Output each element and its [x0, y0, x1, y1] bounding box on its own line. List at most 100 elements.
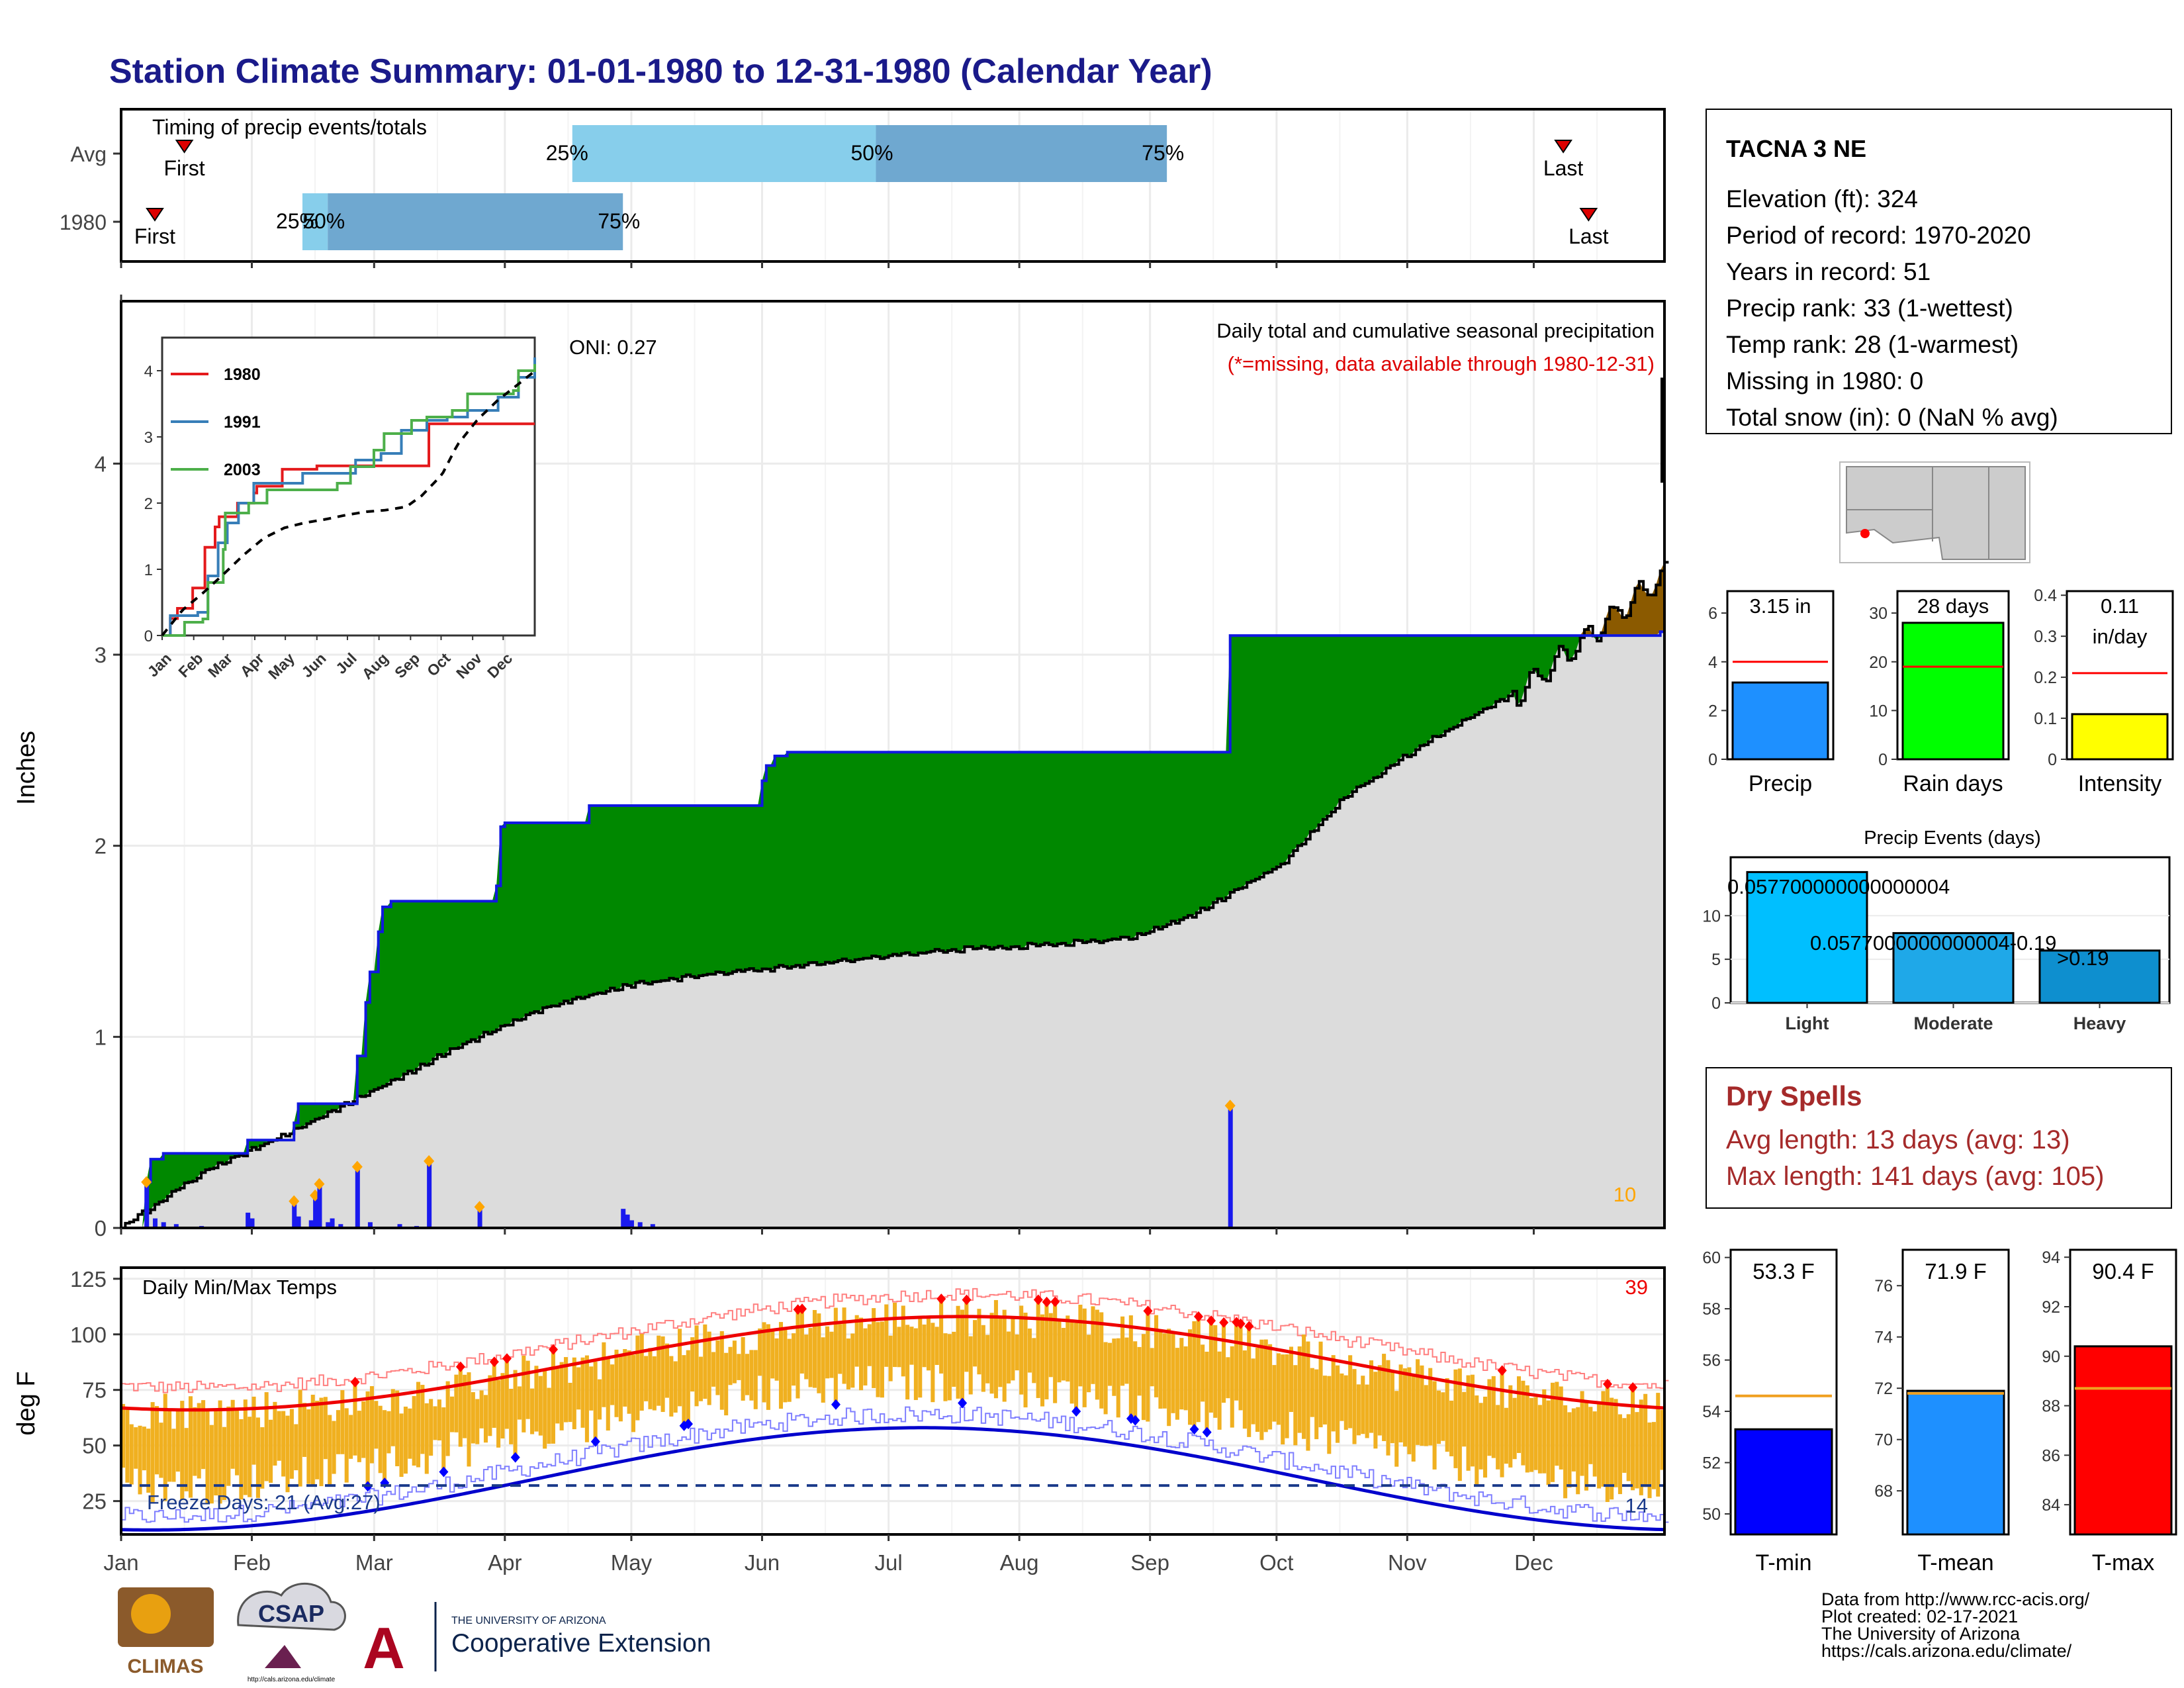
record-high-marker: [502, 1353, 512, 1364]
daily-temp-bar: [289, 1409, 294, 1479]
daily-temp-bar: [1416, 1359, 1420, 1445]
daily-temp-bar: [1487, 1379, 1492, 1456]
daily-temp-bar: [1610, 1397, 1614, 1500]
daily-temp-bar: [753, 1350, 758, 1409]
daily-temp-bar: [1251, 1358, 1255, 1425]
daily-temp-bar: [627, 1350, 631, 1414]
daily-temp-bar: [977, 1309, 981, 1375]
daily-temp-bar: [1555, 1382, 1559, 1466]
precip-missing-note: (*=missing, data available through 1980-…: [1228, 352, 1655, 375]
daily-temp-bar: [1592, 1411, 1597, 1477]
normal-min-line: [120, 1426, 1665, 1532]
daily-precip-bar: [427, 1160, 432, 1228]
daily-temp-bar: [222, 1427, 226, 1500]
daily-temp-bar: [214, 1411, 218, 1496]
daily-temp-bar: [724, 1352, 729, 1416]
summary-bar: [1731, 681, 1829, 761]
daily-temp-bar: [255, 1417, 260, 1498]
temp-summary-value: 90.4 F: [2092, 1259, 2154, 1284]
precip-caption: Daily total and cumulative seasonal prec…: [1216, 319, 1655, 342]
daily-temp-bar: [1255, 1347, 1260, 1432]
daily-temp-bar: [1057, 1319, 1062, 1383]
daily-temp-bar: [1146, 1311, 1150, 1422]
daily-temp-bar: [635, 1335, 640, 1421]
event-marker: [424, 1154, 435, 1167]
daily-temp-bar: [1398, 1364, 1403, 1442]
daily-temp-bar: [1322, 1376, 1327, 1425]
daily-temp-bar: [445, 1381, 450, 1456]
daily-temp-bar: [584, 1355, 589, 1442]
summary-value-label: 3.15 in: [1749, 594, 1811, 618]
y-tick-label: 6: [1708, 604, 1717, 623]
daily-temp-bar: [1048, 1313, 1053, 1378]
daily-temp-bar: [1407, 1367, 1412, 1454]
daily-temp-bar: [913, 1328, 918, 1400]
daily-temp-bar: [1639, 1399, 1643, 1495]
y-tick-label: 88: [2042, 1397, 2060, 1416]
daily-temp-bar: [1103, 1342, 1108, 1415]
temp-summary-bar: [1734, 1428, 1833, 1536]
daily-temp-bar: [1475, 1395, 1479, 1486]
daily-temp-bar: [931, 1323, 935, 1403]
daily-temp-bar: [1044, 1301, 1049, 1399]
daily-temp-bar: [833, 1307, 838, 1405]
daily-temp-bar: [956, 1305, 960, 1399]
daily-temp-bar: [711, 1352, 716, 1387]
y-tick-label: 60: [1702, 1249, 1721, 1268]
daily-temp-bar: [749, 1350, 754, 1401]
daily-temp-bar: [323, 1397, 328, 1460]
daily-temp-bar: [1373, 1372, 1378, 1449]
daily-temp-bar: [1116, 1338, 1120, 1418]
daily-temp-bar: [374, 1401, 379, 1449]
daily-temp-bar: [1626, 1414, 1631, 1481]
daily-temp-bar: [719, 1331, 724, 1410]
daily-temp-bar: [353, 1382, 357, 1456]
page-title: Station Climate Summary: 01-01-1980 to 1…: [109, 52, 1212, 91]
event-bar: [2038, 949, 2161, 1004]
record-low-marker: [1189, 1424, 1199, 1435]
daily-temp-bar: [1040, 1314, 1045, 1407]
x-tick-label: May: [611, 1550, 653, 1575]
daily-temp-bar: [589, 1366, 594, 1411]
timing-label-50: 50%: [851, 141, 893, 165]
daily-temp-bar: [1647, 1422, 1652, 1499]
daily-temp-bar: [1651, 1422, 1656, 1489]
record-low-marker: [590, 1436, 600, 1447]
daily-temp-bar: [1263, 1339, 1268, 1432]
daily-temp-bar: [1112, 1338, 1116, 1396]
daily-temp-bar: [180, 1401, 185, 1500]
ua-logo-big-text: Cooperative Extension: [451, 1629, 711, 1658]
daily-temp-bar: [618, 1354, 623, 1422]
daily-temp-bar: [441, 1407, 446, 1472]
daily-precip-bar: [625, 1214, 630, 1228]
daily-temp-bar: [623, 1348, 627, 1407]
timing-marker-label: First: [163, 156, 205, 180]
daily-temp-bar: [745, 1354, 750, 1395]
daily-precip-bar: [355, 1166, 360, 1228]
daily-temp-bar: [1310, 1368, 1314, 1417]
event-bar: [1892, 932, 2015, 1004]
daily-temp-bar: [467, 1372, 471, 1467]
record-high-marker: [1042, 1296, 1052, 1307]
daily-temp-bar: [184, 1428, 189, 1491]
daily-temp-bar: [728, 1346, 733, 1385]
daily-temp-bar: [838, 1324, 842, 1374]
daily-temp-bar: [1150, 1348, 1154, 1387]
daily-temp-bar: [597, 1379, 602, 1420]
inset-legend-label: 2003: [224, 461, 261, 479]
daily-temp-bar: [239, 1419, 244, 1500]
summary-value-label: 28 days: [1917, 594, 1989, 618]
daily-temp-bar: [1234, 1322, 1239, 1401]
daily-temp-bar: [1361, 1376, 1365, 1434]
daily-temp-bar: [281, 1411, 286, 1477]
daily-temp-bar: [429, 1399, 433, 1456]
daily-temp-bar: [770, 1329, 775, 1379]
inset-legend-label: 1980: [224, 365, 261, 384]
temp-summary-label: T-min: [1756, 1550, 1812, 1575]
daily-temp-bar: [572, 1357, 576, 1430]
daily-precip-bar: [650, 1224, 655, 1228]
event-category-label: Light: [1786, 1013, 1829, 1033]
record-high-marker: [489, 1356, 499, 1368]
